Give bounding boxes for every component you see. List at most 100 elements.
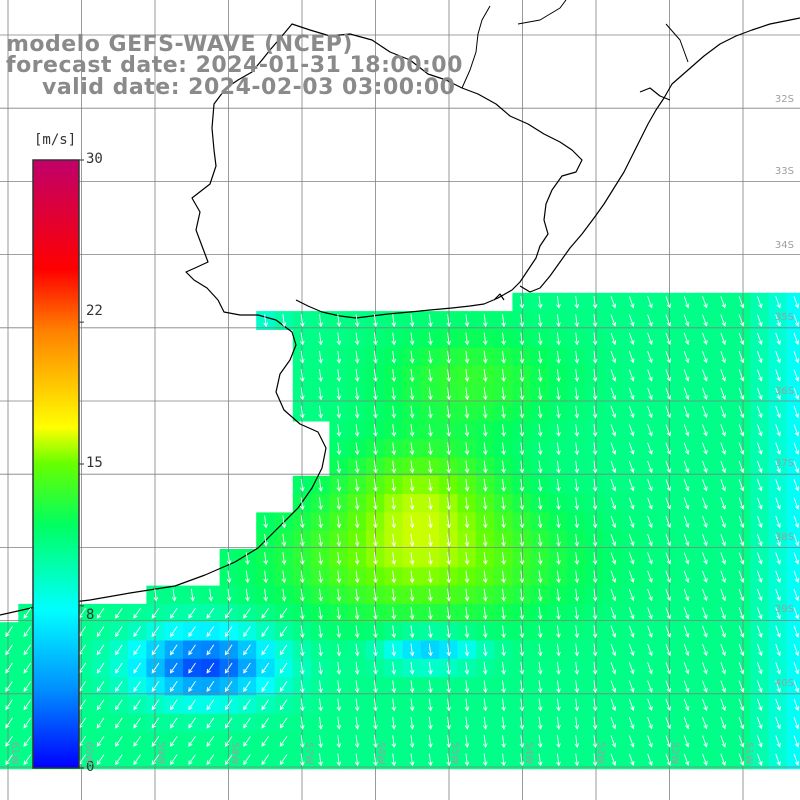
wind-arrow: [391, 405, 397, 419]
wind-arrow: [683, 717, 690, 730]
wind-arrow: [391, 716, 397, 730]
wind-arrow: [628, 698, 635, 712]
wind-arrow: [373, 625, 378, 639]
wind-arrow: [793, 735, 800, 748]
wind-arrow: [738, 405, 745, 419]
wind-arrow: [775, 314, 781, 327]
wind-arrow: [409, 424, 415, 437]
wind-arrow: [354, 735, 360, 749]
wind-arrow: [391, 497, 397, 511]
wind-arrow: [775, 680, 781, 693]
wind-arrow: [226, 552, 232, 566]
wind-arrow: [501, 350, 506, 364]
wind-arrow: [409, 735, 415, 749]
wind-arrow: [775, 552, 781, 565]
wind-arrow: [720, 515, 726, 529]
wind-arrow: [373, 698, 378, 712]
wind-arrow: [647, 369, 653, 382]
wind-arrow: [464, 753, 470, 767]
wind-arrow: [574, 442, 580, 456]
wind-arrow: [537, 424, 543, 437]
wind-arrow: [391, 314, 397, 328]
wind-arrow: [519, 552, 525, 566]
wind-arrow: [683, 534, 690, 547]
wind-arrow: [647, 588, 653, 602]
wind-arrow: [391, 625, 397, 639]
wind-arrow: [519, 533, 525, 547]
wind-arrow: [501, 478, 506, 492]
wind-arrow: [647, 607, 653, 620]
wind-arrow: [793, 717, 800, 730]
wind-arrow: [224, 607, 233, 619]
wind-arrow: [647, 497, 653, 510]
wind-arrow: [793, 424, 800, 437]
wind-arrow: [482, 497, 488, 511]
wind-arrow: [409, 515, 415, 529]
wind-cell: [786, 402, 800, 422]
wind-arrow: [556, 424, 561, 437]
wind-arrow: [336, 314, 342, 328]
wind-arrow: [318, 661, 323, 675]
wind-arrow: [756, 497, 763, 510]
wind-arrow: [628, 735, 635, 748]
wind-arrow: [354, 533, 360, 547]
wind-arrow: [756, 753, 763, 766]
wind-arrow: [354, 332, 360, 346]
wind-arrow: [501, 424, 506, 437]
wind-arrow: [756, 588, 763, 602]
wind-arrow: [206, 681, 215, 692]
lat-label-34s: 34S: [774, 240, 794, 251]
wind-arrow: [556, 552, 561, 566]
lat-label-36s: 36S: [774, 386, 794, 397]
wind-arrow: [610, 588, 617, 602]
wind-arrow: [336, 405, 342, 419]
wind-arrow: [592, 625, 598, 639]
wind-arrow: [720, 424, 726, 437]
colorbar: [32, 159, 80, 769]
wind-arrow: [409, 497, 415, 511]
wind-arrow: [702, 698, 708, 712]
wind-arrow: [318, 515, 323, 529]
wind-arrow: [482, 643, 488, 657]
wind-arrow: [464, 716, 470, 730]
wind-arrow: [738, 442, 745, 455]
wind-arrow: [245, 588, 250, 602]
wind-arrow: [96, 681, 105, 692]
wind-arrow: [610, 387, 617, 400]
wind-arrow: [169, 754, 178, 766]
wind-arrow: [428, 588, 433, 602]
wind-arrow: [501, 625, 506, 639]
wind-arrow: [206, 699, 215, 711]
wind-arrow: [428, 424, 433, 437]
wind-arrow: [702, 479, 708, 492]
wind-arrow: [391, 661, 397, 675]
wind-cell: [786, 713, 800, 733]
wind-arrow: [318, 387, 323, 401]
wind-arrow: [738, 753, 745, 766]
wind-arrow: [537, 533, 543, 547]
wind-arrow: [446, 533, 452, 547]
wind-cell: [786, 530, 800, 550]
wind-arrow: [793, 296, 800, 309]
wind-arrow: [482, 661, 488, 675]
wind-arrow: [281, 533, 287, 547]
colorbar-tick-30: 30: [86, 151, 103, 167]
wind-arrow: [574, 570, 580, 584]
wind-arrow: [628, 552, 635, 565]
wind-arrow: [482, 570, 488, 584]
wind-arrow: [756, 698, 763, 712]
wind-arrow: [318, 607, 323, 620]
lon-label-56w: 56W: [375, 742, 386, 765]
wind-arrow: [683, 625, 690, 638]
wind-arrow: [756, 424, 763, 437]
wind-arrow: [226, 570, 232, 584]
wind-arrow: [683, 351, 690, 364]
wind-arrow: [519, 607, 525, 620]
wind-arrow: [537, 625, 543, 639]
wind-arrow: [336, 735, 342, 749]
wind-arrow: [279, 717, 288, 729]
wind-arrow: [428, 716, 433, 730]
colorbar-tick-0: 0: [86, 759, 95, 775]
wind-arrow: [665, 643, 672, 657]
wind-arrow: [336, 424, 342, 437]
